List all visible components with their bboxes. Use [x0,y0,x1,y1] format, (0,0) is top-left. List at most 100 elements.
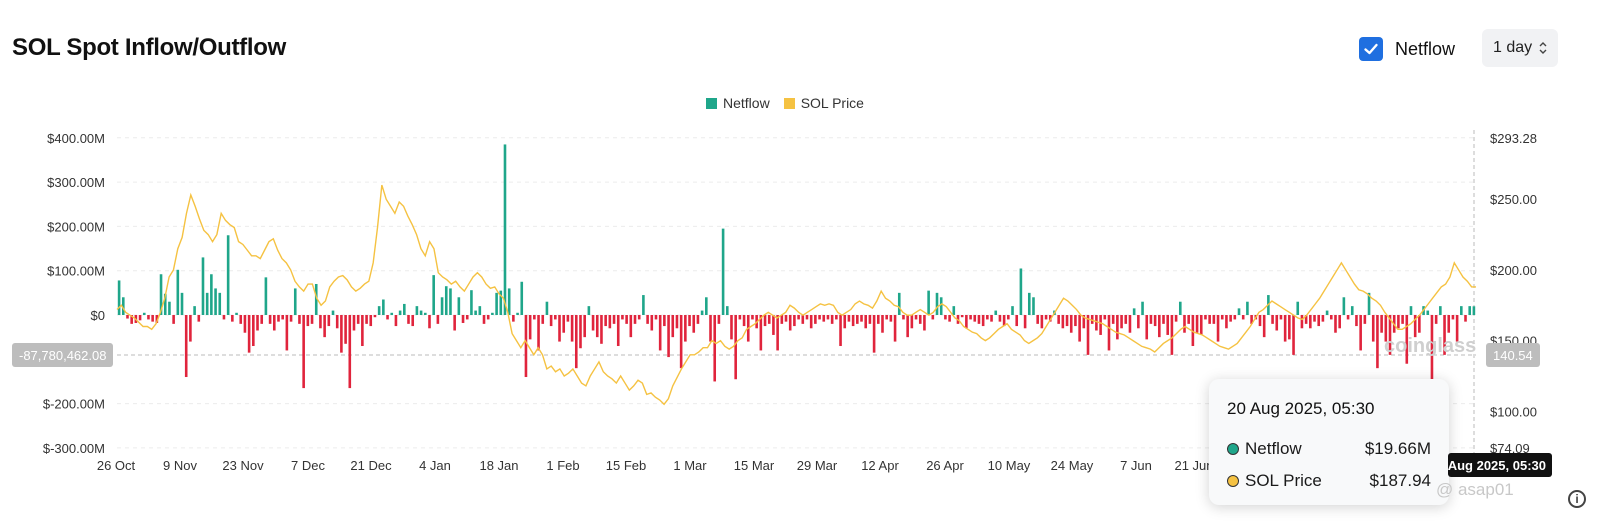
netflow-bar [826,315,830,320]
netflow-bar [1250,315,1253,324]
netflow-bar [856,315,859,324]
netflow-bar [163,293,167,315]
netflow-bar [1426,310,1430,315]
x-tick-label: 7 Dec [291,458,325,473]
y-left-tick-label: $-300.00M [43,441,105,456]
netflow-bar [1095,315,1098,331]
netflow-bar [1145,315,1149,340]
netflow-bar [549,315,553,327]
tooltip-row-netflow: Netflow $19.66M [1227,439,1431,459]
y-left-tick-label: $300.00M [47,175,105,190]
netflow-bar [528,315,532,340]
netflow-bar [763,315,767,327]
legend-item-netflow[interactable]: Netflow [706,95,770,111]
netflow-bar [386,315,389,320]
netflow-bar [705,297,708,315]
netflow-bar [474,310,477,315]
netflow-bar [696,315,700,324]
netflow-bar [365,315,368,324]
netflow-bar [1397,315,1400,329]
netflow-bar [780,315,784,324]
netflow-bar [1216,315,1220,342]
netflow-bar [512,315,515,322]
netflow-bar [260,315,264,324]
netflow-bar [231,315,234,322]
netflow-bar [331,310,335,315]
x-tick-label: 12 Apr [861,458,899,473]
netflow-bar [1011,306,1014,315]
netflow-bar [398,310,402,315]
netflow-bar [1048,315,1052,322]
netflow-bar [1388,315,1392,355]
netflow-bar [1451,315,1455,320]
netflow-bar [1472,306,1476,315]
x-tick-label: 1 Mar [673,458,707,473]
netflow-bar [1346,315,1350,320]
netflow-bar [453,315,456,331]
netflow-bar [499,290,503,315]
netflow-bar [491,312,494,315]
netflow-bar [1225,315,1228,329]
netflow-toggle[interactable]: Netflow [1359,37,1455,61]
netflow-bar [872,315,876,353]
netflow-bar [944,315,947,320]
netflow-bar [1044,315,1048,320]
netflow-bar [1116,315,1119,340]
sol-price-line [116,184,1477,406]
netflow-bar [520,281,524,315]
netflow-bar [1275,315,1279,331]
netflow-bar [1350,306,1354,315]
netflow-bar [1342,297,1346,315]
x-tick-label: 29 Mar [797,458,838,473]
netflow-bar [1359,315,1362,351]
tooltip-row-sol-price: SOL Price $187.94 [1227,471,1431,491]
netflow-bar [1124,315,1128,324]
netflow-bar [403,303,406,315]
netflow-bar [893,315,897,342]
netflow-bar [835,315,838,320]
netflow-bar [1258,315,1262,327]
netflow-bar [218,292,222,315]
netflow-bar [554,315,557,320]
y-left-tick-label: $200.00M [47,219,105,234]
netflow-bar [1149,315,1153,324]
y-right-tick-label: $250.00 [1490,192,1537,207]
netflow-bar [1355,315,1358,327]
info-icon[interactable]: i [1568,490,1586,508]
netflow-bar [906,315,909,338]
netflow-checkbox[interactable] [1359,37,1383,61]
netflow-bar [1178,301,1182,315]
crosshair-date-text: 20 Aug 2025, 05:30 [1448,457,1546,473]
netflow-bar [793,315,796,327]
netflow-bar [1455,315,1459,342]
netflow-bar [650,315,654,331]
netflow-bar [1418,315,1421,333]
netflow-bar [558,315,561,342]
netflow-bar [516,312,519,315]
check-icon [1364,43,1378,55]
netflow-bar [633,315,637,324]
netflow-bar [1162,315,1165,324]
netflow-bar [1405,315,1409,364]
netflow-bar [860,315,863,322]
x-tick-label: 21 Jun [1174,458,1213,473]
netflow-bar [348,315,352,389]
netflow-bar [1439,306,1442,315]
netflow-bar [927,290,930,315]
netflow-bar [721,228,725,315]
netflow-bar [1090,315,1094,324]
netflow-bar [126,315,129,319]
netflow-bar [432,275,435,315]
netflow-bar [470,290,473,315]
netflow-bar [1078,315,1081,342]
interval-select[interactable]: 1 day [1482,29,1558,67]
legend-item-sol-price[interactable]: SOL Price [783,95,864,111]
y-right-tick-label: $100.00 [1490,404,1537,419]
netflow-bar [226,235,230,315]
netflow-bar [1434,315,1438,324]
netflow-bar [1032,297,1035,315]
netflow-bar [1409,306,1413,315]
netflow-bar [1069,315,1073,333]
netflow-bar [1007,315,1010,320]
